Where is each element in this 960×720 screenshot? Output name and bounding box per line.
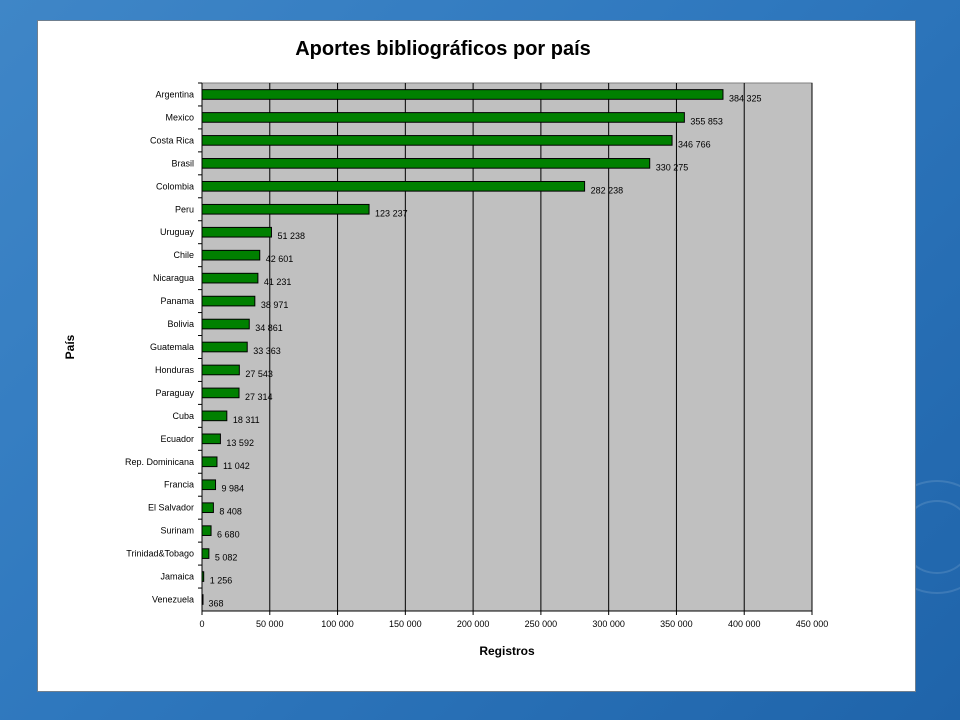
bar — [201, 203, 370, 215]
bar — [201, 89, 724, 100]
bar — [201, 226, 272, 238]
y-tick-label: Honduras — [155, 365, 195, 375]
data-label: 346 766 — [678, 139, 711, 149]
y-tick-label: Guatemala — [150, 342, 194, 352]
y-tick-label: Paraguay — [155, 388, 194, 398]
data-label: 42 601 — [266, 254, 294, 264]
bar — [201, 180, 586, 192]
y-tick-label: Nicaragua — [153, 273, 194, 283]
bar — [201, 479, 217, 491]
x-tick-label: 250 000 — [525, 619, 558, 629]
y-tick-label: Colombia — [156, 181, 194, 191]
bar — [201, 135, 673, 146]
data-label: 282 238 — [591, 185, 624, 195]
data-label: 27 314 — [245, 392, 273, 402]
data-label: 51 238 — [277, 231, 305, 241]
bar — [201, 341, 248, 353]
bar — [201, 318, 250, 330]
bar — [201, 548, 210, 559]
bar — [201, 272, 259, 284]
bar — [201, 410, 228, 422]
data-label: 27 543 — [245, 369, 273, 379]
gridlines — [269, 83, 813, 611]
data-label: 11 042 — [223, 461, 250, 471]
x-axis-title: Registros — [479, 644, 535, 658]
data-label: 6 680 — [217, 530, 240, 540]
data-label: 5 082 — [215, 553, 238, 563]
bar — [201, 502, 214, 514]
data-label: 18 311 — [233, 415, 260, 425]
tick-labels: 0 50 000 100 000 150 000 200 000 250 000 300 0… — [125, 89, 828, 629]
bar — [201, 158, 651, 169]
y-tick-label: Costa Rica — [150, 135, 194, 145]
axes — [198, 82, 813, 615]
y-tick-label: Venezuela — [152, 595, 194, 605]
data-label: 13 592 — [226, 438, 254, 448]
data-label: 368 — [208, 599, 223, 609]
y-tick-label: Ecuador — [160, 434, 194, 444]
data-label: 9 984 — [222, 484, 245, 494]
data-label: 38 971 — [261, 300, 289, 310]
x-tick-label: 200 000 — [457, 619, 490, 629]
bar — [201, 249, 261, 261]
y-tick-label: Cuba — [172, 411, 194, 421]
bar — [201, 456, 218, 468]
data-label: 355 853 — [690, 116, 723, 126]
data-labels: 384 325 355 853 346 766 330 275 282 238 123 2… — [208, 93, 761, 608]
x-tick-label: 50 000 — [256, 619, 284, 629]
y-tick-label: Bolivia — [167, 319, 194, 329]
data-label: 330 275 — [656, 162, 689, 172]
x-tick-label: 0 — [199, 619, 204, 629]
bar — [201, 387, 240, 399]
y-tick-label: Argentina — [155, 89, 194, 99]
data-label: 1 256 — [210, 576, 233, 586]
bar — [201, 433, 221, 445]
bar — [201, 112, 685, 123]
y-tick-label: Rep. Dominicana — [125, 457, 194, 467]
y-tick-label: Trinidad&Tobago — [126, 549, 194, 559]
data-label: 34 861 — [255, 323, 283, 333]
y-tick-label: Francia — [164, 480, 194, 490]
x-tick-label: 300 000 — [592, 619, 625, 629]
bar — [201, 295, 256, 307]
y-tick-label: Panama — [160, 296, 194, 306]
y-tick-label: Mexico — [165, 112, 194, 122]
x-tick-label: 400 000 — [728, 619, 761, 629]
data-label: 384 325 — [729, 93, 762, 103]
y-tick-label: Brasil — [171, 158, 194, 168]
y-tick-label: Jamaica — [160, 572, 194, 582]
chart-title: Aportes bibliográficos por país — [295, 38, 591, 60]
x-tick-label: 100 000 — [321, 619, 354, 629]
chart-panel: 0 50 000 100 000 150 000 200 000 250 000 300 0… — [37, 20, 916, 692]
bar-chart: 0 50 000 100 000 150 000 200 000 250 000 300 0… — [63, 38, 828, 658]
y-tick-label: Surinam — [160, 526, 194, 536]
x-tick-label: 350 000 — [660, 619, 693, 629]
bar — [201, 364, 240, 376]
data-label: 8 408 — [219, 507, 242, 517]
x-tick-label: 150 000 — [389, 619, 422, 629]
y-axis-title: País — [63, 334, 77, 359]
y-tick-label: Uruguay — [160, 227, 195, 237]
data-label: 33 363 — [253, 346, 281, 356]
y-tick-label: Chile — [173, 250, 194, 260]
y-tick-label: Peru — [175, 204, 194, 214]
x-tick-label: 450 000 — [796, 619, 829, 629]
data-label: 41 231 — [264, 277, 292, 287]
data-label: 123 237 — [375, 208, 408, 218]
y-tick-label: El Salvador — [148, 503, 194, 513]
bar — [201, 525, 212, 536]
